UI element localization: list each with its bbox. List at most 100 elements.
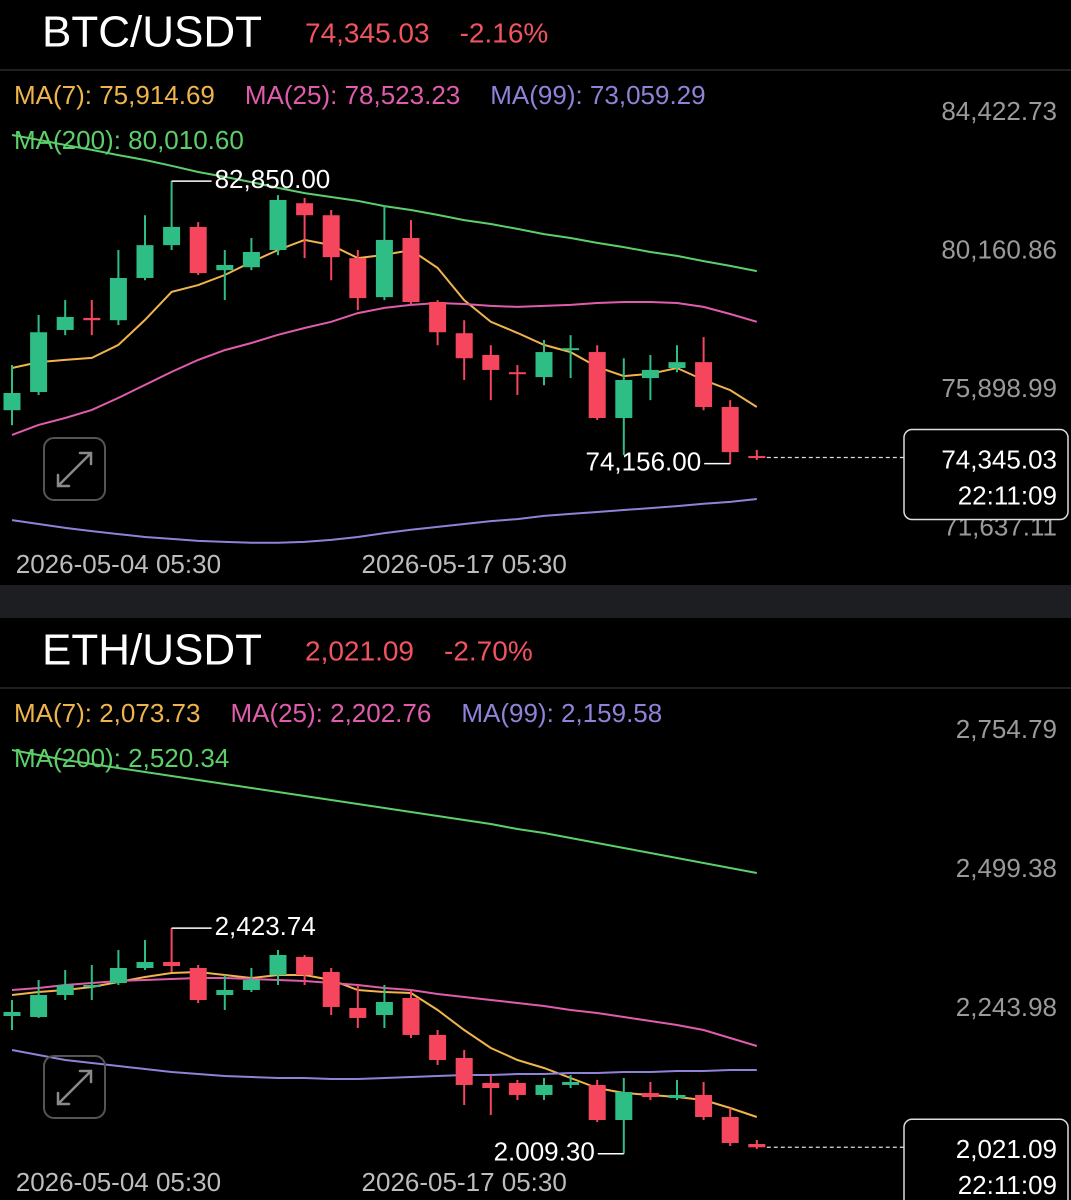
candle-body — [30, 332, 48, 393]
candle-body — [641, 369, 659, 379]
last-price: 2,021.09 — [305, 635, 414, 666]
max-label: 82,850.00 — [215, 164, 331, 194]
candle-body — [562, 348, 580, 351]
legend-entry: MA(99): 73,059.29 — [490, 80, 705, 110]
expand-button[interactable] — [43, 437, 106, 501]
legend-entry: MA(25): 78,523.23 — [245, 80, 460, 110]
y-tick-label: 2,754.79 — [956, 714, 1057, 744]
candle-body — [562, 1081, 580, 1085]
candle-body — [109, 277, 127, 321]
candle-body — [535, 1084, 553, 1095]
price-change: -2.70% — [444, 635, 533, 666]
candle-body — [136, 962, 154, 969]
candle-body — [588, 1084, 606, 1121]
x-tick-label: 2026-05-04 05:30 — [16, 1167, 221, 1197]
candle-body — [429, 1034, 447, 1060]
price-change: -2.16% — [460, 17, 549, 48]
candle-body — [748, 1144, 766, 1148]
candle-body — [269, 199, 287, 251]
candle-body — [216, 264, 234, 271]
legend-entry: MA(7): 2,073.73 — [14, 698, 200, 728]
current-price-box — [903, 1118, 1069, 1200]
candle-body — [83, 317, 101, 321]
candle-body — [30, 995, 48, 1017]
candle-body — [136, 245, 154, 278]
candle-body — [429, 302, 447, 333]
chart-panel: ETH/USDT 2,021.09 -2.70% MA(7): 2,073.73 MA(… — [0, 626, 1071, 1200]
candle-body — [721, 1117, 739, 1143]
min-label: 74,156.00 — [586, 447, 702, 477]
legend-entry: MA(99): 2,159.58 — [461, 698, 662, 728]
ma-line — [11, 498, 757, 544]
y-tick-label: 80,160.86 — [941, 234, 1057, 264]
candle-body — [3, 393, 21, 411]
candle-body — [695, 362, 713, 407]
candle-body — [668, 362, 686, 368]
candle-body — [242, 251, 260, 268]
y-tick-label: 75,898.99 — [941, 373, 1057, 403]
candle-body — [189, 968, 207, 1001]
candle-body — [588, 352, 606, 419]
candle-body — [402, 997, 420, 1035]
candle-body — [615, 1092, 633, 1121]
current-price-box — [903, 428, 1069, 521]
ma-line — [11, 749, 757, 874]
candle-body — [163, 226, 181, 246]
candle-body — [535, 352, 553, 378]
expand-button-frame — [43, 1055, 106, 1119]
candle-body — [56, 316, 74, 330]
expand-button[interactable] — [43, 1055, 106, 1119]
candle-body — [402, 237, 420, 303]
candle-body — [322, 215, 340, 258]
legend-entry: MA(200): 80,010.60 — [14, 125, 244, 155]
candle-body — [508, 1083, 526, 1095]
candle-body — [349, 1008, 367, 1018]
candle-body — [482, 1083, 500, 1089]
x-tick-label: 2026-05-17 05:30 — [362, 549, 567, 579]
legend-entry: MA(25): 2,202.76 — [230, 698, 431, 728]
ma-line — [11, 301, 758, 436]
countdown-label: 22:11:09 — [958, 480, 1057, 510]
y-tick-label: 2,243.98 — [956, 992, 1057, 1022]
candle-body — [668, 1094, 686, 1098]
y-tick-label: 84,422.73 — [941, 96, 1057, 126]
ma-line — [11, 1049, 757, 1080]
candle-body — [641, 1093, 659, 1097]
candle-body — [455, 1057, 473, 1085]
candle-body — [375, 1001, 393, 1016]
candle-body — [56, 984, 74, 996]
y-tick-label: 2,499.38 — [956, 853, 1057, 883]
candle-body — [296, 203, 314, 216]
candle-body — [455, 333, 473, 359]
x-tick-label: 2026-05-17 05:30 — [362, 1167, 567, 1197]
chart-title: ETH/USDT — [42, 626, 262, 675]
candle-body — [349, 258, 367, 299]
candle-body — [748, 456, 766, 459]
x-tick-label: 2026-05-04 05:30 — [16, 549, 221, 579]
candle-body — [3, 1011, 21, 1017]
expand-icon — [56, 451, 93, 488]
current-price-label: 74,345.03 — [941, 444, 1057, 474]
last-price: 74,345.03 — [305, 17, 430, 48]
candle-body — [109, 968, 127, 984]
candle-body — [375, 239, 393, 298]
expand-button-frame — [43, 437, 106, 501]
countdown-label: 22:11:09 — [958, 1170, 1057, 1200]
candle-body — [163, 962, 181, 966]
chart-panel: BTC/USDT 74,345.03 -2.16% MA(7): 75,914.69 M… — [0, 8, 1071, 579]
expand-icon — [56, 1069, 93, 1106]
max-label: 2,423.74 — [215, 911, 316, 941]
chart-title: BTC/USDT — [42, 8, 262, 57]
candle-body — [189, 226, 207, 274]
candle-body — [296, 956, 314, 976]
candle-body — [508, 372, 526, 375]
candle-body — [269, 955, 287, 976]
candle-body — [615, 380, 633, 419]
current-price-label: 2,021.09 — [956, 1134, 1057, 1164]
min-label: 2.009.30 — [494, 1137, 595, 1167]
candle-body — [322, 971, 340, 1007]
candle-body — [482, 354, 500, 370]
candle-body — [83, 984, 101, 988]
panel-divider — [0, 585, 1071, 618]
